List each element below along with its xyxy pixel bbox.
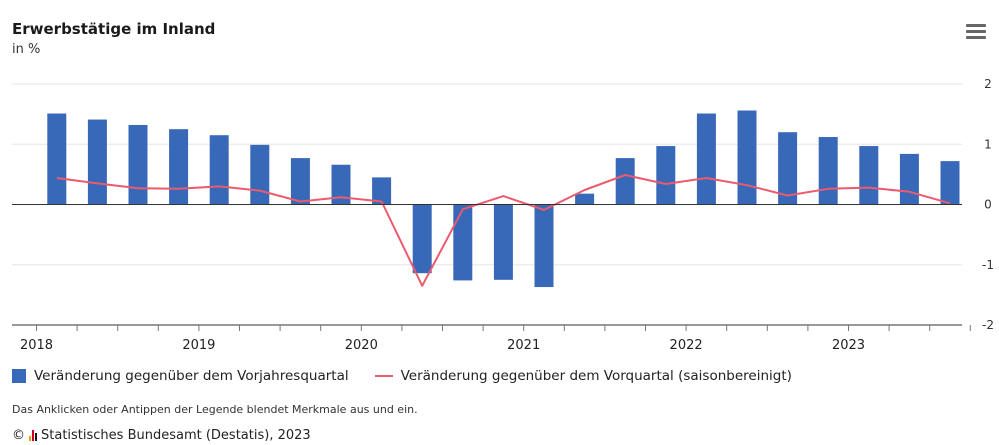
- bar: [899, 153, 919, 205]
- chart-legend: Veränderung gegenüber dem Vorjahresquart…: [12, 368, 818, 384]
- credit-text: Statistisches Bundesamt (Destatis), 2023: [41, 428, 311, 443]
- legend-bar-swatch: [12, 369, 26, 383]
- y-tick-label: -2: [982, 318, 994, 332]
- bar: [372, 177, 392, 205]
- hamburger-menu-icon[interactable]: [966, 24, 986, 42]
- bar: [656, 146, 676, 205]
- destatis-logo-icon: [29, 430, 37, 441]
- x-tick-label: 2022: [670, 338, 703, 353]
- bar: [250, 144, 270, 205]
- x-tick-label: 2018: [20, 338, 53, 353]
- y-tick-label: 0: [984, 198, 992, 212]
- bar: [331, 164, 351, 205]
- legend-note: Das Anklicken oder Antippen der Legende …: [12, 403, 418, 416]
- chart-title: Erwerbstätige im Inland: [12, 20, 216, 38]
- bar: [493, 204, 513, 280]
- bar: [940, 161, 960, 205]
- legend-label-line: Veränderung gegenüber dem Vorquartal (sa…: [400, 368, 792, 384]
- bar: [209, 135, 229, 205]
- chart-plot: 2 1 0 -1 -2 2018 2019 2020 2021 2022 2023: [12, 77, 994, 353]
- x-tick-label: 2023: [832, 338, 865, 353]
- y-tick-label: 2: [984, 77, 992, 91]
- bar: [575, 193, 595, 205]
- y-tick-label: 1: [984, 137, 992, 151]
- source-credit: © Statistisches Bundesamt (Destatis), 20…: [12, 428, 311, 443]
- bar: [453, 204, 473, 281]
- bar: [818, 137, 838, 205]
- bar: [87, 119, 107, 205]
- y-tick-label: -1: [982, 258, 994, 272]
- bar: [290, 158, 310, 205]
- bar: [859, 146, 879, 205]
- bar: [737, 110, 757, 205]
- bar: [615, 158, 635, 205]
- x-tick-label: 2021: [507, 338, 540, 353]
- bar: [128, 124, 148, 205]
- bar: [534, 204, 554, 288]
- bar: [412, 204, 432, 274]
- chart-subtitle: in %: [12, 42, 41, 57]
- bar: [778, 132, 798, 205]
- line-series-path: [56, 174, 951, 287]
- bar: [169, 129, 189, 205]
- copyright-symbol: ©: [12, 428, 25, 443]
- x-tick-label: 2020: [345, 338, 378, 353]
- legend-label-bars: Veränderung gegenüber dem Vorjahresquart…: [34, 368, 349, 384]
- legend-line-swatch: [374, 375, 393, 377]
- legend-item-line[interactable]: Veränderung gegenüber dem Vorquartal (sa…: [374, 368, 792, 384]
- bar: [47, 113, 67, 205]
- bar: [696, 113, 716, 205]
- legend-item-bars[interactable]: Veränderung gegenüber dem Vorjahresquart…: [12, 368, 349, 384]
- x-tick-label: 2019: [182, 338, 215, 353]
